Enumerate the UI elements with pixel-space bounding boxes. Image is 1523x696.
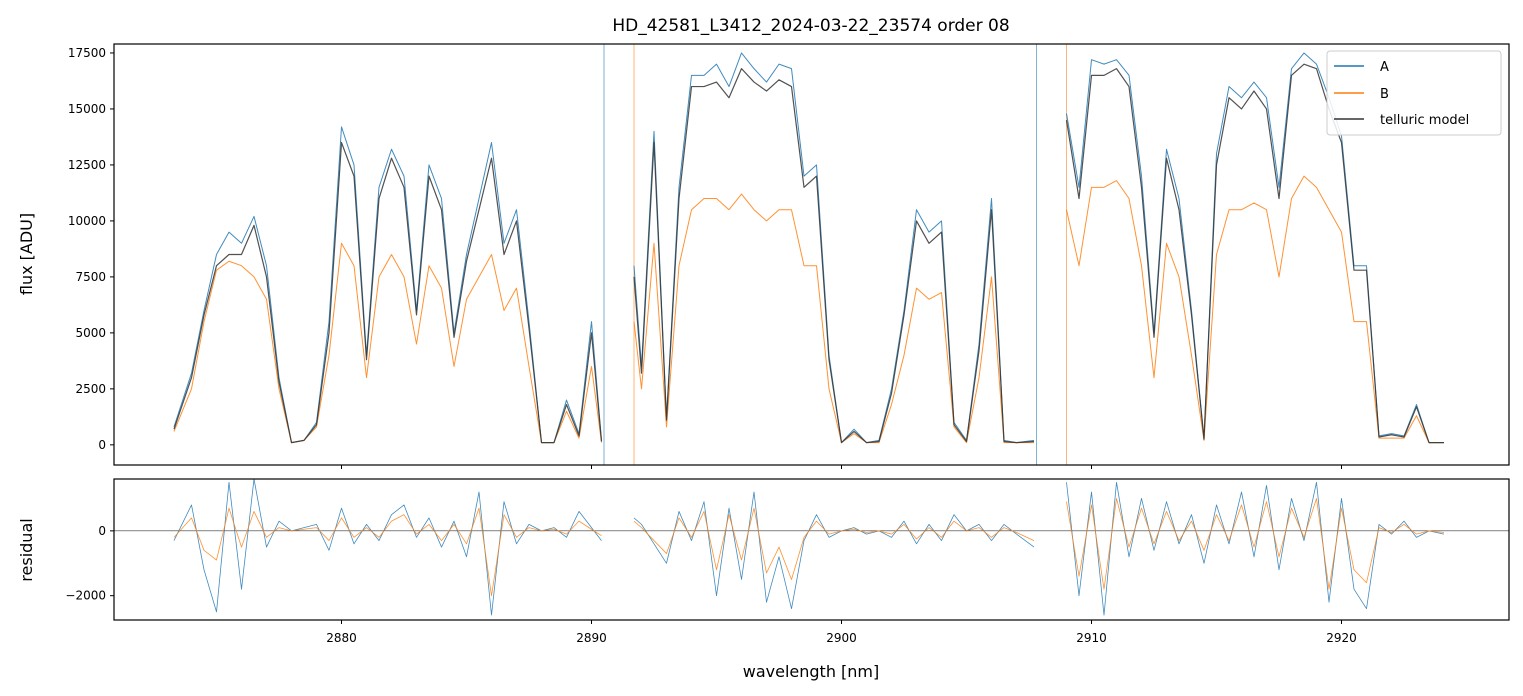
y-tick-label: 12500 — [68, 158, 106, 172]
residual-y-axis-label: residual — [17, 518, 36, 581]
residual-plot-area — [114, 479, 1509, 620]
y-tick-label: 5000 — [75, 326, 106, 340]
chart-title: HD_42581_L3412_2024-03-22_23574 order 08 — [612, 16, 1009, 36]
flux-series-group — [173, 52, 1444, 444]
legend-frame — [1326, 50, 1502, 136]
flux-plot-area — [114, 44, 1509, 465]
residual-panel: −2000 0 2880 2890 2900 2910 2920 residual wav… — [17, 478, 1510, 681]
series-line-telluric-model — [173, 63, 1444, 444]
y-tick-label: 7500 — [75, 270, 106, 284]
x-tick-label: 2890 — [576, 631, 607, 645]
y-tick-label: 0 — [98, 524, 106, 538]
legend: A B telluric model — [1326, 50, 1502, 136]
x-tick-label: 2900 — [826, 631, 857, 645]
y-tick-label: −2000 — [65, 589, 106, 603]
series-line-b — [173, 175, 1444, 444]
y-tick-label: 15000 — [68, 102, 106, 116]
flux-panel: HD_42581_L3412_2024-03-22_23574 order 08… — [17, 16, 1510, 469]
y-tick-label: 0 — [98, 438, 106, 452]
flux-plot-frame — [113, 43, 1510, 466]
y-tick-label: 17500 — [68, 46, 106, 60]
y-tick-label: 2500 — [75, 382, 106, 396]
legend-label-a: A — [1380, 60, 1389, 75]
series-line-b — [173, 498, 1445, 597]
y-tick-label: 10000 — [68, 214, 106, 228]
legend-label-b: B — [1380, 87, 1389, 102]
flux-y-axis: 0 2500 5000 7500 10000 12500 15000 17500 — [68, 46, 114, 452]
x-tick-label: 2920 — [1326, 631, 1357, 645]
series-line-a — [173, 479, 1445, 616]
residual-x-axis: 2880 2890 2900 2910 2920 — [326, 620, 1357, 645]
residual-plot-frame — [113, 478, 1510, 621]
residual-y-axis: −2000 0 — [65, 524, 114, 603]
flux-y-axis-label: flux [ADU] — [17, 213, 36, 295]
x-tick-label: 2880 — [326, 631, 357, 645]
residual-series-group — [173, 479, 1445, 616]
x-tick-label: 2910 — [1076, 631, 1107, 645]
flux-x-axis — [341, 465, 1342, 469]
legend-label-telluric-model: telluric model — [1380, 113, 1469, 128]
x-axis-label: wavelength [nm] — [743, 662, 880, 681]
